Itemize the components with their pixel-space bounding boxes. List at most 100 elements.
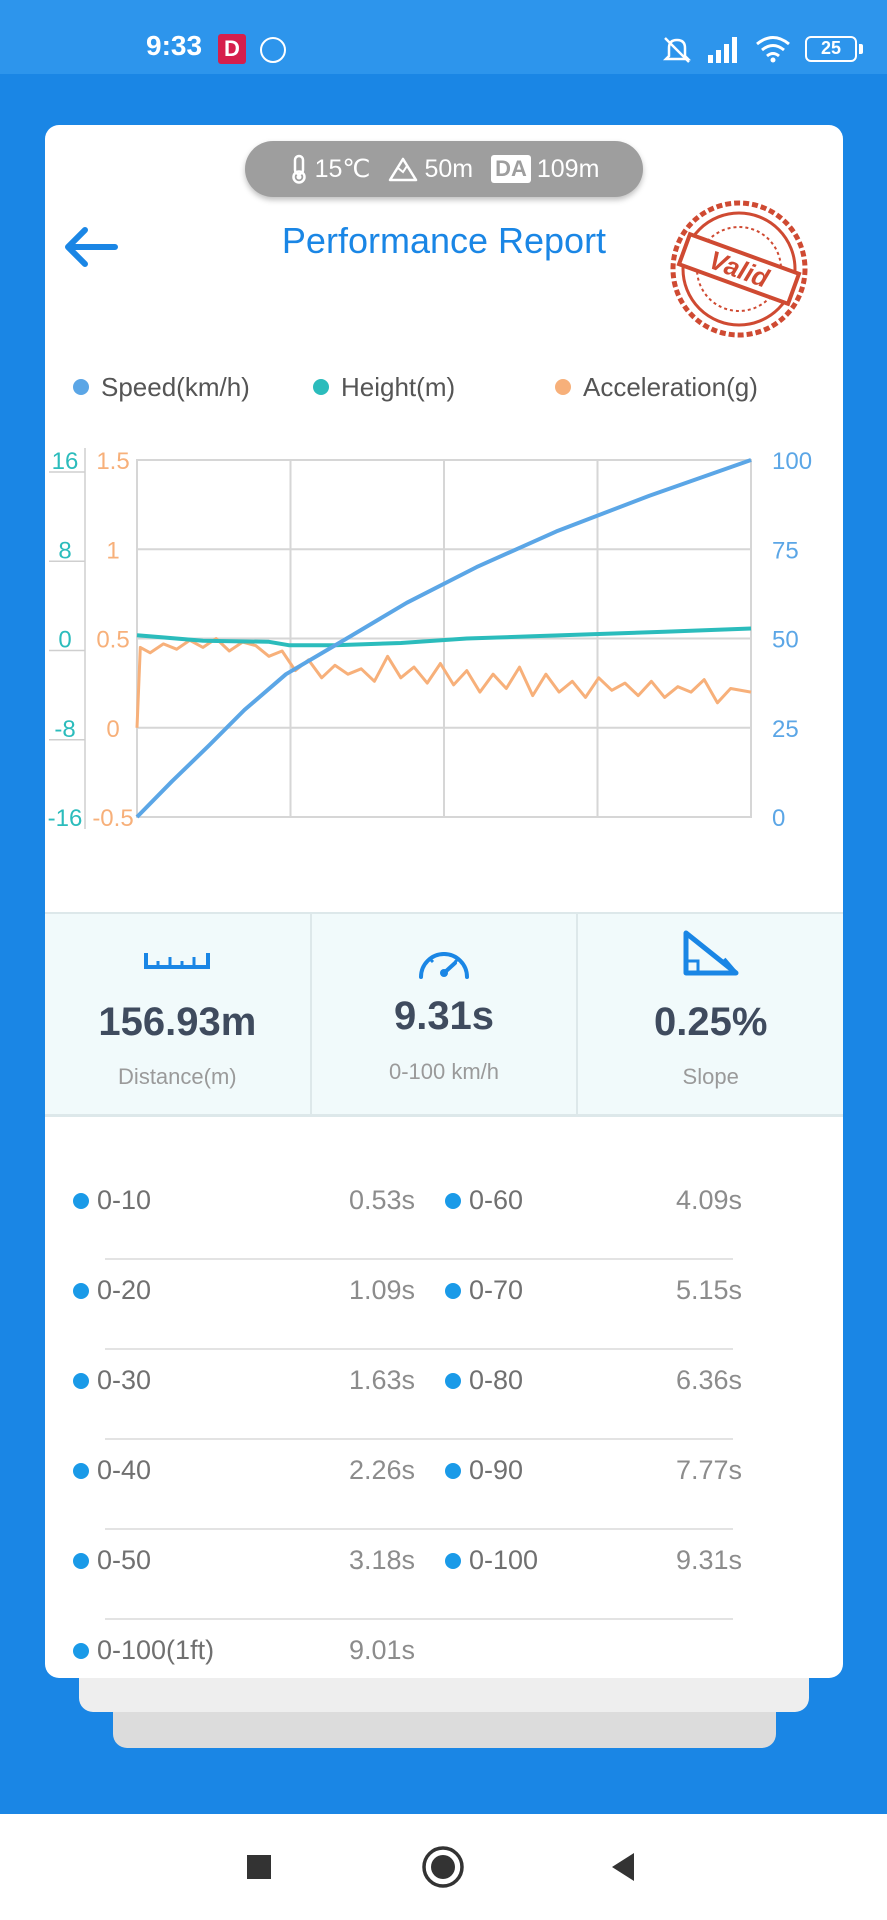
distance-label: Distance(m) [118,1064,237,1089]
split-time: 2.26s [348,1455,415,1485]
split-dot [73,1643,89,1659]
row-divider [105,1348,733,1350]
wifi-icon [756,36,790,63]
split-label: 0-40 [97,1455,152,1485]
split-label: 0-30 [97,1365,152,1395]
split-time: 4.09s [675,1185,742,1215]
split-item: 0-60 [445,1170,523,1260]
split-item: 0-50 [73,1530,151,1620]
back-nav-button[interactable] [604,1847,644,1887]
temperature-value: 15℃ [314,155,371,183]
split-item: 0-20 [73,1260,151,1350]
split-time: 1.09s [348,1275,415,1305]
distance-stat: 156.93m Distance(m) [45,914,312,1114]
split-item: 0-10 [73,1170,151,1260]
arrow-left-icon [65,227,118,267]
mountain-icon [389,157,418,182]
split-row: 0-10 0.53s 0-60 4.09s [45,1170,843,1260]
legend-height-label: Height(m) [341,371,456,402]
time-stat: 9.31s 0-100 km/h [312,914,579,1114]
density-altitude-value: 109m [536,154,600,183]
speed-axis-tick: 100 [772,448,812,475]
back-button[interactable] [59,215,123,279]
legend-speed-label: Speed(km/h) [101,371,250,402]
split-dot [445,1283,461,1299]
battery-icon: 25 [805,36,863,62]
slope-icon [683,930,739,976]
split-row: 0-100(1ft) 9.01s [45,1620,843,1678]
split-label: 0-20 [97,1275,152,1305]
split-time: 6.36s [675,1365,742,1395]
split-label: 0-90 [469,1455,524,1485]
split-label: 0-10 [97,1185,152,1215]
height-axis-tick: 0 [58,627,71,654]
thermometer-icon [291,154,306,184]
speed-axis-tick: 0 [772,805,785,832]
acceleration-axis-tick: 0 [106,716,119,743]
altitude-value: 50m [424,154,474,183]
split-row: 0-50 3.18s 0-100 9.31s [45,1530,843,1620]
navigation-bar [0,1814,887,1920]
time-label: 0-100 km/h [388,1059,500,1084]
height-axis-tick: -8 [54,716,75,743]
split-row: 0-30 1.63s 0-80 6.36s [45,1350,843,1440]
slope-stat: 0.25% Slope [578,914,843,1114]
legend-acceleration: Acceleration(g) [555,372,758,403]
status-bar: 9:33 D 25 [0,0,887,74]
split-time: 3.18s [348,1545,415,1575]
distance-value: 156.93m [98,1000,257,1044]
split-item: 0-100(1ft) [73,1620,214,1678]
temperature-item: 15℃ [289,154,371,184]
split-dot [445,1463,461,1479]
performance-chart: 16 8 0 -8 -16 1.5 1 0.5 0 -0.5 100 75 50 25 0 [48,448,812,832]
split-time: 0.53s [348,1185,415,1215]
split-item: 0-70 [445,1260,523,1350]
split-label: 0-60 [469,1185,524,1215]
speed-line [135,458,752,819]
recents-button[interactable] [239,1847,279,1887]
split-time: 5.15s [675,1275,742,1305]
valid-stamp: Valid [670,200,808,338]
signal-icon [708,37,737,63]
row-divider [105,1438,733,1440]
split-label: 0-80 [469,1365,524,1395]
report-card: 15℃ 50m DA 109m Performance Report Valid [45,125,843,1678]
split-times-list: 0-10 0.53s 0-60 4.09s 0-20 1.09s 0-70 5.15s 0-30… [45,1170,843,1678]
chart-grid [136,459,752,818]
chart-axes: 16 8 0 -8 -16 1.5 1 0.5 0 -0.5 100 75 50 25 0 [48,448,812,832]
split-label: 0-50 [97,1545,152,1575]
notification-d-icon: D [218,34,246,64]
split-item: 0-100 [445,1530,538,1620]
split-time: 7.77s [675,1455,742,1485]
ruler-icon [144,953,211,969]
status-time: 9:33 [146,30,203,61]
split-label: 0-100 [469,1545,539,1575]
split-time: 1.63s [348,1365,415,1395]
mute-icon [662,37,692,63]
height-axis-tick: -16 [48,805,83,832]
split-dot [73,1283,89,1299]
legend-acceleration-dot [555,379,571,395]
split-dot [73,1373,89,1389]
acceleration-axis-tick: -0.5 [92,805,133,832]
height-line [136,626,752,648]
da-badge: DA [491,155,531,183]
altitude-item: 50m [388,155,473,184]
height-axis-tick: 8 [58,537,71,564]
row-divider [105,1618,733,1620]
split-item: 0-80 [445,1350,523,1440]
split-dot [445,1553,461,1569]
acceleration-axis-tick: 1.5 [96,448,129,475]
split-item: 0-40 [73,1440,151,1530]
slope-value: 0.25% [653,1000,768,1044]
environment-pill: 15℃ 50m DA 109m [245,141,643,197]
acceleration-axis-tick: 1 [106,537,119,564]
legend-height-dot [313,379,329,395]
split-dot [73,1553,89,1569]
home-button[interactable] [420,1844,466,1890]
time-value: 9.31s [393,994,495,1038]
split-label: 0-100(1ft) [97,1635,215,1665]
split-dot [445,1373,461,1389]
slope-label: Slope [682,1064,739,1089]
split-time: 9.01s [348,1635,415,1665]
